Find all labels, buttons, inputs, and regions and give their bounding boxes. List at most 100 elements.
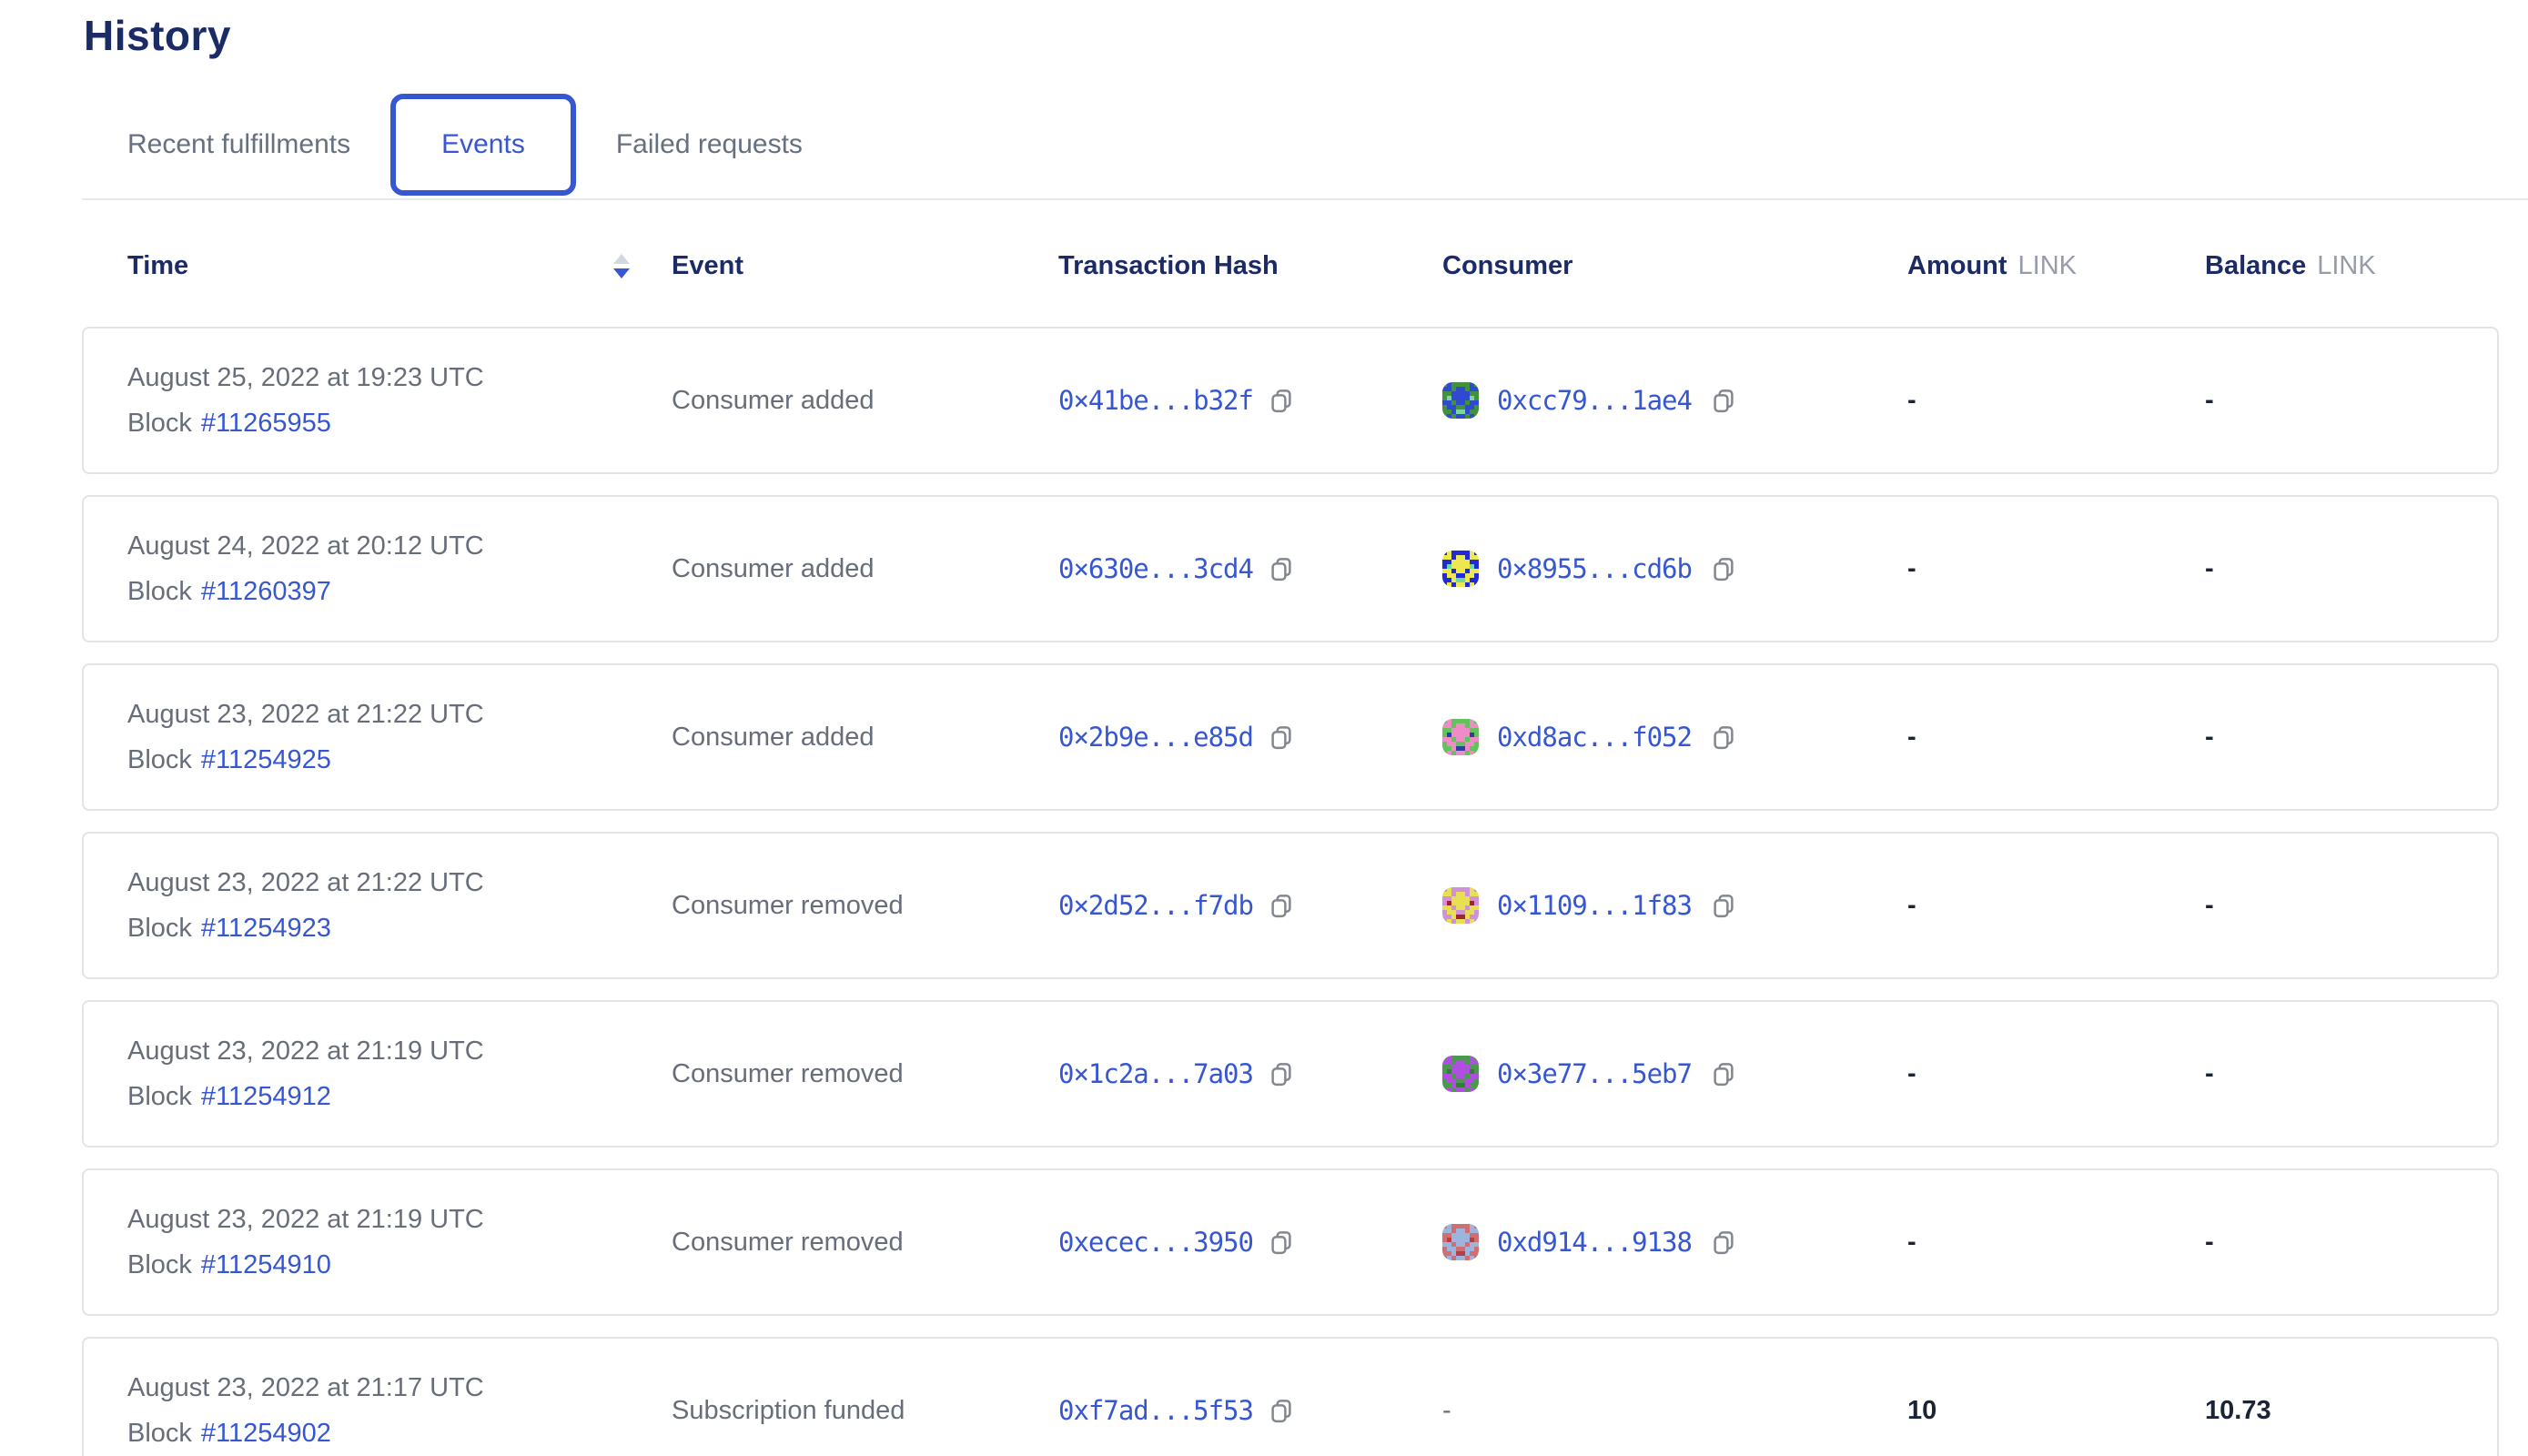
consumer-empty-dash: - [1442, 1395, 1451, 1425]
consumer-cell: 0×1109...1f83 [1442, 887, 1907, 924]
block-number-link[interactable]: #11265955 [200, 408, 331, 438]
transaction-hash-link[interactable]: 0xecec...3950 [1058, 1227, 1254, 1258]
transaction-hash-cell: 0xf7ad...5f53 [1058, 1395, 1442, 1426]
tab-bar: Recent fulfillments Events Failed reques… [82, 91, 2528, 200]
column-header-transaction-hash: Transaction Hash [1058, 251, 1279, 280]
amount-value: - [1907, 553, 1916, 583]
consumer-address-link[interactable]: 0xd8ac...f052 [1497, 722, 1693, 753]
transaction-hash-cell: 0×2d52...f7db [1058, 890, 1442, 921]
time-cell: August 24, 2022 at 20:12 UTC Block #1126… [127, 531, 672, 607]
transaction-hash-link[interactable]: 0xf7ad...5f53 [1058, 1395, 1254, 1426]
transaction-hash-link[interactable]: 0×630e...3cd4 [1058, 553, 1254, 584]
block-number-link[interactable]: #11254902 [200, 1418, 331, 1448]
event-date: August 23, 2022 at 21:17 UTC [127, 1372, 484, 1402]
consumer-blockie-avatar [1442, 887, 1479, 924]
transaction-hash-link[interactable]: 0×41be...b32f [1058, 385, 1254, 416]
amount-value: - [1907, 890, 1916, 920]
time-cell: August 23, 2022 at 21:19 UTC Block #1125… [127, 1036, 672, 1112]
copy-consumer-address-button[interactable] [1710, 1060, 1737, 1087]
consumer-cell: - [1442, 1396, 1907, 1426]
copy-consumer-address-button[interactable] [1710, 892, 1737, 919]
transaction-hash-link[interactable]: 0×2d52...f7db [1058, 890, 1254, 921]
balance-header-label: Balance [2205, 251, 2307, 280]
block-number-link[interactable]: #11260397 [200, 576, 331, 606]
transaction-hash-cell: 0×630e...3cd4 [1058, 553, 1442, 584]
balance-value: - [2205, 553, 2214, 583]
copy-consumer-address-button[interactable] [1710, 1228, 1737, 1256]
time-cell: August 25, 2022 at 19:23 UTC Block #1126… [127, 363, 672, 439]
copy-icon [1271, 1400, 1291, 1423]
transaction-hash-cell: 0×2b9e...e85d [1058, 722, 1442, 753]
transaction-hash-cell: 0×1c2a...7a03 [1058, 1058, 1442, 1089]
copy-consumer-address-button[interactable] [1710, 387, 1737, 414]
copy-icon [1271, 1063, 1291, 1087]
sort-descending-icon[interactable] [613, 254, 630, 278]
consumer-address-link[interactable]: 0xd914...9138 [1497, 1227, 1693, 1258]
amount-value: - [1907, 385, 1916, 415]
table-row: August 23, 2022 at 21:22 UTC Block #1125… [82, 832, 2499, 979]
table-row: August 23, 2022 at 21:22 UTC Block #1125… [82, 663, 2499, 811]
copy-transaction-hash-button[interactable] [1268, 1397, 1295, 1424]
tab-events[interactable]: Events [390, 94, 576, 196]
copy-transaction-hash-button[interactable] [1268, 387, 1295, 414]
copy-icon [1271, 895, 1291, 918]
copy-icon [1714, 1231, 1734, 1255]
amount-header-label: Amount [1907, 251, 2007, 280]
consumer-blockie-avatar [1442, 1224, 1479, 1260]
block-label: Block [127, 1249, 192, 1279]
amount-value: - [1907, 722, 1916, 752]
copy-icon [1714, 389, 1734, 413]
event-date: August 23, 2022 at 21:22 UTC [127, 867, 484, 897]
sort-down-arrow-icon [613, 268, 630, 278]
copy-transaction-hash-button[interactable] [1268, 1228, 1295, 1256]
consumer-blockie-avatar [1442, 1056, 1479, 1092]
amount-value: 10 [1907, 1395, 1937, 1425]
transaction-hash-cell: 0xecec...3950 [1058, 1227, 1442, 1258]
event-date: August 24, 2022 at 20:12 UTC [127, 531, 484, 561]
balance-unit-label: LINK [2317, 251, 2376, 280]
block-label: Block [127, 576, 192, 606]
time-cell: August 23, 2022 at 21:17 UTC Block #1125… [127, 1373, 672, 1449]
copy-consumer-address-button[interactable] [1710, 555, 1737, 582]
block-label: Block [127, 408, 192, 438]
balance-value: - [2205, 890, 2214, 920]
copy-icon [1271, 1231, 1291, 1255]
column-header-time[interactable]: Time [127, 251, 672, 281]
tab-recent-fulfillments[interactable]: Recent fulfillments [127, 129, 351, 159]
consumer-address-link[interactable]: 0×8955...cd6b [1497, 553, 1693, 584]
consumer-cell: 0xd914...9138 [1442, 1224, 1907, 1260]
block-label: Block [127, 913, 192, 943]
block-label: Block [127, 1081, 192, 1111]
consumer-address-link[interactable]: 0×1109...1f83 [1497, 890, 1693, 921]
consumer-address-link[interactable]: 0xcc79...1ae4 [1497, 385, 1693, 416]
consumer-cell: 0×3e77...5eb7 [1442, 1056, 1907, 1092]
balance-value: - [2205, 1227, 2214, 1257]
copy-transaction-hash-button[interactable] [1268, 555, 1295, 582]
block-number-link[interactable]: #11254910 [200, 1249, 331, 1279]
transaction-hash-link[interactable]: 0×1c2a...7a03 [1058, 1058, 1254, 1089]
copy-consumer-address-button[interactable] [1710, 723, 1737, 751]
table-row: August 24, 2022 at 20:12 UTC Block #1126… [82, 495, 2499, 642]
tab-failed-requests[interactable]: Failed requests [615, 129, 803, 159]
event-type: Subscription funded [672, 1395, 905, 1425]
event-date: August 23, 2022 at 21:19 UTC [127, 1036, 484, 1066]
event-type: Consumer added [672, 722, 875, 752]
transaction-hash-cell: 0×41be...b32f [1058, 385, 1442, 416]
block-number-link[interactable]: #11254923 [200, 913, 331, 943]
copy-transaction-hash-button[interactable] [1268, 723, 1295, 751]
time-cell: August 23, 2022 at 21:19 UTC Block #1125… [127, 1205, 672, 1280]
block-number-link[interactable]: #11254925 [200, 744, 331, 774]
copy-transaction-hash-button[interactable] [1268, 892, 1295, 919]
amount-value: - [1907, 1058, 1916, 1088]
copy-icon [1271, 726, 1291, 750]
copy-transaction-hash-button[interactable] [1268, 1060, 1295, 1087]
block-number-link[interactable]: #11254912 [200, 1081, 331, 1111]
column-header-consumer: Consumer [1442, 251, 1573, 280]
consumer-address-link[interactable]: 0×3e77...5eb7 [1497, 1058, 1693, 1089]
event-type: Consumer removed [672, 1227, 904, 1257]
time-cell: August 23, 2022 at 21:22 UTC Block #1125… [127, 700, 672, 775]
time-header-label: Time [127, 251, 189, 280]
event-date: August 23, 2022 at 21:22 UTC [127, 699, 484, 729]
transaction-hash-link[interactable]: 0×2b9e...e85d [1058, 722, 1254, 753]
table-header: Time Event Transaction Hash Consumer Amo… [127, 200, 2501, 327]
